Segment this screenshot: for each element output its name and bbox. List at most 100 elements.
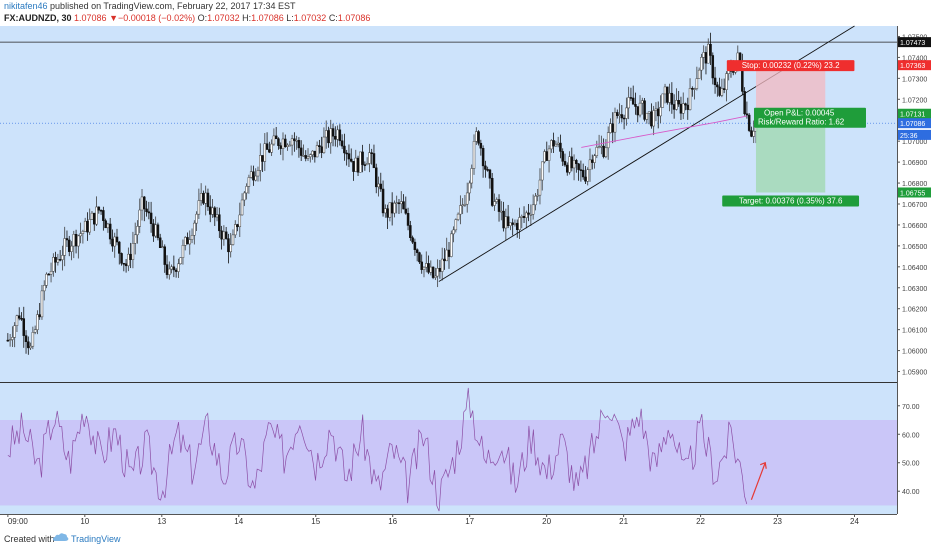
rsi-tick-label: 60.00 — [902, 432, 920, 439]
candle-body — [645, 112, 649, 120]
candle-body — [236, 224, 239, 228]
candle-body — [127, 253, 130, 267]
candle-body — [331, 128, 335, 137]
candle-body — [265, 143, 269, 150]
candle-body — [540, 161, 544, 181]
candle-body — [654, 108, 658, 111]
candle-body — [641, 100, 644, 104]
candle-body — [722, 88, 726, 90]
candle-body — [470, 168, 473, 184]
candle-body — [409, 225, 412, 238]
candle-body — [277, 138, 280, 146]
candle-body — [420, 261, 423, 270]
candle-body — [74, 234, 78, 247]
candle-body — [293, 138, 296, 141]
candle-body — [379, 183, 383, 190]
candle-body — [197, 200, 201, 215]
candle-body — [629, 97, 633, 99]
candle-body — [713, 77, 717, 86]
stop-zone[interactable] — [755, 65, 826, 114]
symbol-label[interactable]: FX:AUDNZD, 30 — [4, 13, 72, 23]
candle-body — [502, 210, 505, 229]
candle-body — [622, 117, 626, 120]
pnl-box-bg — [753, 107, 866, 128]
candle-body — [286, 144, 289, 147]
candle-body — [270, 143, 273, 153]
candle-body — [306, 156, 310, 159]
candle-body — [199, 192, 203, 201]
candle-body — [13, 325, 16, 338]
candle-body — [40, 290, 44, 318]
publish-info: nikitafen46 published on TradingView.com… — [4, 1, 296, 11]
author-link[interactable]: nikitafen46 — [4, 1, 48, 11]
candle-body — [566, 164, 569, 173]
candle-body — [136, 226, 139, 236]
candle-body — [349, 158, 353, 162]
rsi-arrow-line[interactable] — [750, 462, 766, 500]
candle-body — [231, 234, 235, 245]
price-tick-label: 1.07300 — [902, 76, 927, 83]
candle-body — [224, 231, 228, 239]
candle-body — [77, 235, 80, 247]
sma-line — [581, 115, 747, 148]
candle-body — [245, 186, 248, 194]
candle-body — [329, 128, 333, 144]
candle-body — [145, 208, 148, 212]
candle-body — [315, 145, 319, 158]
rsi-tick-label: 70.00 — [902, 404, 920, 411]
publish-text: published on TradingView.com, February 2… — [47, 1, 296, 11]
candle-body — [211, 207, 214, 215]
candle-body — [6, 339, 10, 342]
rsi-arrow-head-icon — [760, 461, 767, 469]
candle-body — [168, 268, 171, 275]
candle-body — [343, 145, 346, 154]
candle-body — [38, 314, 41, 318]
candle-body — [570, 156, 574, 169]
candle-body — [288, 144, 292, 147]
candle-body — [497, 199, 501, 212]
candle-body — [81, 231, 85, 234]
candle-body — [545, 151, 549, 161]
candle-body — [718, 86, 721, 96]
candle-body — [515, 222, 519, 230]
tradingview-brand[interactable]: TradingView — [71, 534, 121, 544]
candle-body — [183, 237, 187, 246]
candle-body — [318, 145, 321, 147]
candle-body — [586, 169, 589, 182]
high-label: H: — [242, 13, 252, 23]
candle-body — [15, 315, 19, 326]
candle-body — [431, 266, 435, 278]
candle-body — [295, 140, 298, 142]
candle-body — [436, 268, 439, 277]
last-price: 1.07086 — [74, 13, 107, 23]
candle-body — [372, 153, 376, 169]
candle-body — [227, 238, 230, 253]
candle-body — [354, 157, 358, 172]
candle-body — [577, 163, 580, 170]
candle-body — [595, 147, 599, 156]
candle-body — [536, 194, 539, 197]
candle-body — [8, 339, 12, 341]
candle-body — [363, 164, 367, 166]
candle-body — [459, 205, 462, 215]
price-tag-bg — [898, 187, 931, 198]
candle-body — [650, 111, 653, 127]
candle-body — [274, 135, 278, 140]
candle-body — [666, 86, 669, 103]
candle-body — [374, 167, 378, 188]
candle-body — [45, 273, 48, 286]
candle-body — [386, 208, 389, 218]
price-tag-bg — [898, 60, 931, 71]
candle-body — [527, 212, 530, 215]
candle-body — [643, 100, 646, 120]
candle-body — [481, 147, 485, 167]
candle-body — [186, 237, 189, 245]
candle-body — [83, 220, 87, 232]
price-tag: 1.07473 — [900, 40, 925, 47]
candle-body — [572, 160, 576, 169]
candle-body — [463, 203, 467, 206]
candle-body — [365, 163, 369, 166]
candle-body — [165, 264, 169, 275]
candle-body — [400, 201, 403, 205]
